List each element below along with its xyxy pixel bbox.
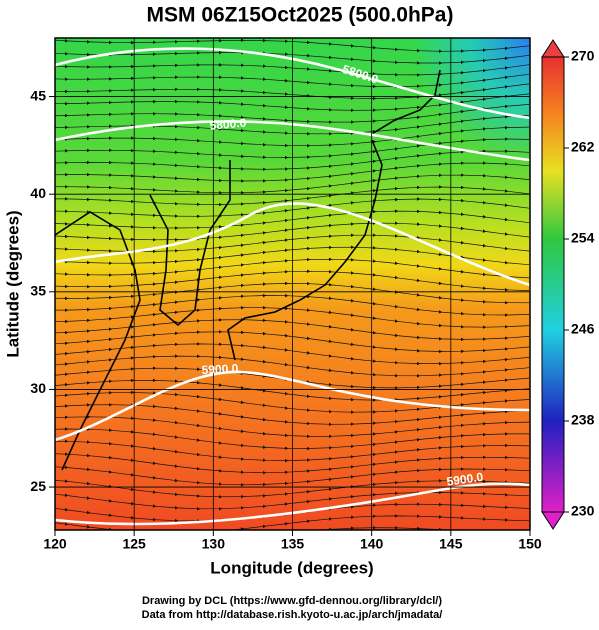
coastline (55, 211, 141, 471)
colorbar-tick-label: 262 (571, 139, 595, 155)
x-tick-label: 140 (360, 536, 384, 552)
contour-line (55, 47, 530, 120)
streamline (55, 83, 530, 101)
coastline (227, 139, 383, 361)
streamline (55, 63, 530, 77)
contour-label: 5900.0 (201, 361, 239, 377)
x-tick-label: 125 (122, 536, 146, 552)
y-tick-label: 35 (30, 283, 46, 299)
x-tick-label: 150 (518, 536, 542, 552)
colorbar-body (541, 56, 565, 513)
contours (55, 47, 530, 526)
y-tick-label: 40 (30, 185, 46, 201)
colorbar-tick-label: 230 (571, 503, 595, 519)
x-tick-label: 145 (439, 536, 463, 552)
colorbar-top-extend (541, 39, 565, 58)
y-tick-label: 25 (30, 478, 46, 494)
streamline (55, 514, 530, 530)
coastlines (55, 69, 441, 471)
streamline (55, 50, 530, 65)
x-tick-label: 135 (281, 536, 305, 552)
streamline (55, 73, 530, 89)
grid (55, 38, 530, 530)
footer-line: Drawing by DCL (https://www.gfd-dennou.o… (142, 595, 442, 607)
y-axis-label: Latitude (degrees) (3, 210, 22, 357)
title: MSM 06Z15Oct2025 (500.0hPa) (147, 4, 454, 27)
footer-line: Data from http://database.rish.kyoto-u.a… (142, 609, 443, 621)
y-tick-label: 45 (30, 87, 46, 103)
coastline (369, 69, 441, 136)
contour-label: 5900.0 (446, 470, 485, 489)
contour-line (55, 202, 530, 287)
colorbar-tick-label: 246 (571, 321, 595, 337)
colorbar-tick-label: 254 (571, 230, 595, 246)
x-tick-label: 130 (202, 536, 226, 552)
coastline (149, 160, 231, 327)
colorbar-tick-label: 270 (571, 48, 595, 64)
contour-line (55, 370, 530, 442)
x-tick-label: 120 (43, 536, 67, 552)
contour-line (55, 482, 530, 526)
colorbar: 230 238 246 254 262 270 (541, 39, 595, 530)
y-tick-label: 30 (30, 380, 46, 396)
contour-label: 5800.0 (209, 116, 247, 133)
colorbar-bottom-extend (541, 511, 565, 530)
colorbar-tick-label: 238 (571, 412, 595, 428)
contour-line (55, 120, 530, 162)
x-axis-label: Longitude (degrees) (210, 558, 373, 577)
axes: 120 125 130 135 140 145 150 25 30 35 40 45 (30, 87, 541, 551)
